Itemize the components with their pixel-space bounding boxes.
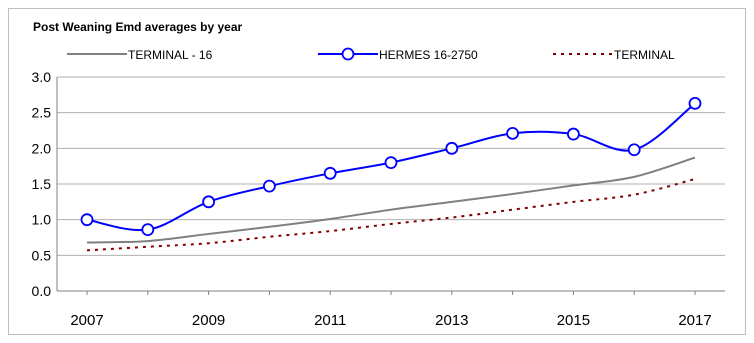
chart-frame (8, 8, 746, 335)
series-line-terminal (86, 178, 696, 252)
x-axis: 2007 2009 2011 2013 2015 2017 (57, 290, 725, 329)
y-tick-label: 0.0 (32, 283, 52, 299)
legend-label-terminal-16: TERMINAL - 16 (128, 48, 213, 62)
y-tick-label: 2.5 (32, 105, 52, 121)
legend-label-terminal: TERMINAL (614, 48, 675, 62)
y-tick-label: 1.0 (32, 212, 52, 228)
series-line-terminal-16 (86, 156, 696, 244)
data-point-hermes-16-2750 (80, 213, 94, 227)
legend-marker-hermes-16-2750 (341, 47, 355, 61)
data-point-hermes-16-2750 (323, 166, 337, 180)
y-tick-label: 3.0 (32, 69, 52, 85)
y-tick-label: 2.0 (32, 140, 52, 156)
y-tick-label: 0.5 (32, 247, 52, 263)
x-tick-label: 2007 (70, 312, 103, 329)
data-point-hermes-16-2750 (688, 96, 702, 110)
data-point-hermes-16-2750 (202, 195, 216, 209)
x-tick-label: 2015 (557, 312, 590, 329)
y-axis: 0.0 0.5 1.0 1.5 2.0 2.5 3.0 (32, 69, 58, 299)
data-point-hermes-16-2750 (506, 126, 519, 140)
legend-label-hermes-16-2750: HERMES 16-2750 (379, 48, 478, 62)
data-point-hermes-16-2750 (384, 156, 398, 170)
data-point-hermes-16-2750 (445, 141, 459, 155)
series-layer (80, 96, 702, 252)
legend: TERMINAL - 16 HERMES 16-2750 TERMINAL (67, 47, 675, 62)
data-point-hermes-16-2750 (141, 223, 155, 237)
y-tick-label: 1.5 (32, 176, 52, 192)
x-tick-label: 2009 (192, 312, 225, 329)
data-point-hermes-16-2750 (567, 127, 580, 141)
chart-title: Post Weaning Emd averages by year (33, 20, 243, 34)
data-point-hermes-16-2750 (262, 179, 276, 193)
gridlines (57, 76, 725, 292)
data-point-hermes-16-2750 (627, 143, 641, 157)
x-tick-label: 2013 (435, 312, 468, 329)
x-tick-label: 2011 (314, 312, 346, 329)
x-tick-label: 2017 (678, 312, 711, 329)
